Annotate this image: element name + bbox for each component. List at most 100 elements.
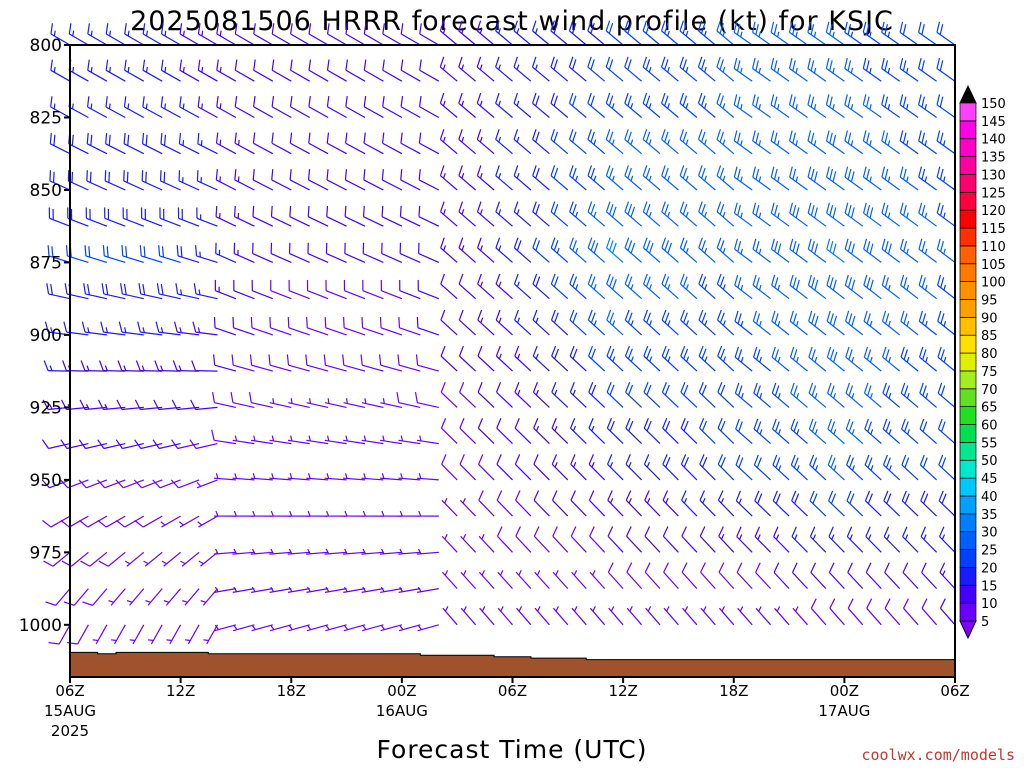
wind-barb	[716, 309, 735, 336]
wind-barb	[624, 20, 642, 46]
wind-barb	[717, 490, 735, 517]
wind-barb	[661, 129, 679, 155]
y-axis: 800 825 850 875 900 925 950 975 1000	[19, 36, 70, 636]
wind-barb	[343, 586, 366, 593]
wind-barb	[363, 59, 384, 82]
wind-barb	[752, 94, 771, 118]
terrain-layer	[69, 651, 956, 678]
wind-barb	[138, 283, 163, 300]
colorbar-label: 100	[981, 276, 1006, 291]
wind-barb	[643, 309, 661, 336]
wind-barb	[496, 418, 513, 445]
wind-barb	[588, 490, 606, 517]
wind-barb	[495, 92, 513, 118]
wind-barb	[938, 490, 956, 517]
wind-barb	[460, 570, 477, 590]
wind-barb	[459, 497, 477, 517]
wind-barb	[770, 166, 790, 191]
wind-barb	[753, 346, 771, 372]
wind-barb	[679, 273, 698, 300]
wind-barb	[605, 56, 624, 82]
wind-barb	[160, 132, 181, 155]
x-tick-label: 12Z	[608, 682, 637, 700]
wind-barb	[866, 598, 882, 626]
wind-barb	[159, 170, 181, 191]
wind-barb	[271, 132, 292, 155]
wind-barb	[624, 237, 642, 263]
wind-barb	[844, 57, 864, 82]
colorbar-swatch	[959, 138, 977, 157]
wind-barb	[551, 454, 569, 481]
wind-barb	[588, 382, 606, 408]
wind-barb	[752, 310, 771, 336]
wind-barb	[439, 20, 458, 46]
x-tick-label: 06Z	[55, 682, 84, 700]
wind-barb	[881, 274, 901, 300]
wind-barb	[477, 418, 495, 445]
wind-barb	[212, 391, 237, 408]
wind-barb	[902, 562, 919, 590]
colorbar-swatch	[959, 227, 977, 247]
wind-barb	[289, 132, 310, 155]
wind-barb	[788, 57, 808, 82]
wind-barb	[807, 130, 827, 155]
wind-barb	[515, 490, 532, 517]
wind-barb	[899, 21, 919, 46]
wind-barb	[846, 526, 864, 553]
colorbar-label: 10	[981, 597, 998, 612]
wind-barb	[644, 562, 661, 590]
wind-barb	[605, 92, 624, 118]
wind-barb	[141, 170, 163, 191]
wind-barb	[306, 398, 329, 408]
wind-barb	[533, 490, 550, 517]
wind-barb	[881, 310, 901, 336]
wind-barb	[179, 96, 200, 119]
wind-barb	[680, 382, 698, 408]
wind-barb	[734, 382, 753, 408]
wind-barb	[568, 56, 587, 82]
wind-barb	[325, 242, 347, 263]
wind-barb	[937, 382, 956, 408]
wind-barb	[532, 201, 550, 227]
wind-barb	[605, 201, 624, 227]
wind-barb	[379, 548, 402, 555]
wind-barb	[863, 274, 882, 300]
wind-barb	[163, 588, 182, 606]
wind-barb	[440, 237, 458, 263]
wind-barb	[642, 56, 661, 82]
wind-barb	[400, 132, 421, 155]
wind-barb	[825, 21, 845, 46]
colorbar-swatch	[959, 209, 977, 229]
wind-barb	[733, 94, 753, 118]
wind-barb	[477, 237, 495, 263]
wind-barb	[104, 170, 126, 191]
wind-barb	[918, 274, 937, 300]
wind-barb	[79, 399, 107, 411]
wind-barb	[826, 346, 845, 372]
wind-barb	[772, 490, 790, 517]
wind-barb	[900, 274, 919, 300]
wind-barb	[939, 598, 956, 626]
wind-barb	[212, 354, 237, 372]
wind-barb	[147, 624, 163, 645]
wind-barb	[733, 130, 753, 155]
wind-barb	[697, 129, 716, 155]
wind-barb	[901, 490, 919, 517]
wind-barb	[773, 526, 790, 553]
wind-barb	[881, 166, 901, 191]
wind-barb	[920, 526, 938, 553]
wind-barb	[134, 515, 163, 528]
wind-barb	[733, 202, 753, 227]
wind-barb	[550, 20, 569, 46]
wind-barb	[378, 354, 403, 372]
wind-barb	[214, 279, 237, 300]
wind-barb	[476, 129, 495, 155]
wind-barb	[50, 23, 71, 46]
wind-barb	[440, 201, 458, 227]
wind-barb	[287, 510, 310, 517]
wind-barb	[698, 201, 716, 227]
wind-barb	[476, 56, 495, 82]
wind-barb	[607, 454, 624, 481]
wind-barb	[753, 418, 771, 445]
wind-barb	[532, 382, 550, 408]
